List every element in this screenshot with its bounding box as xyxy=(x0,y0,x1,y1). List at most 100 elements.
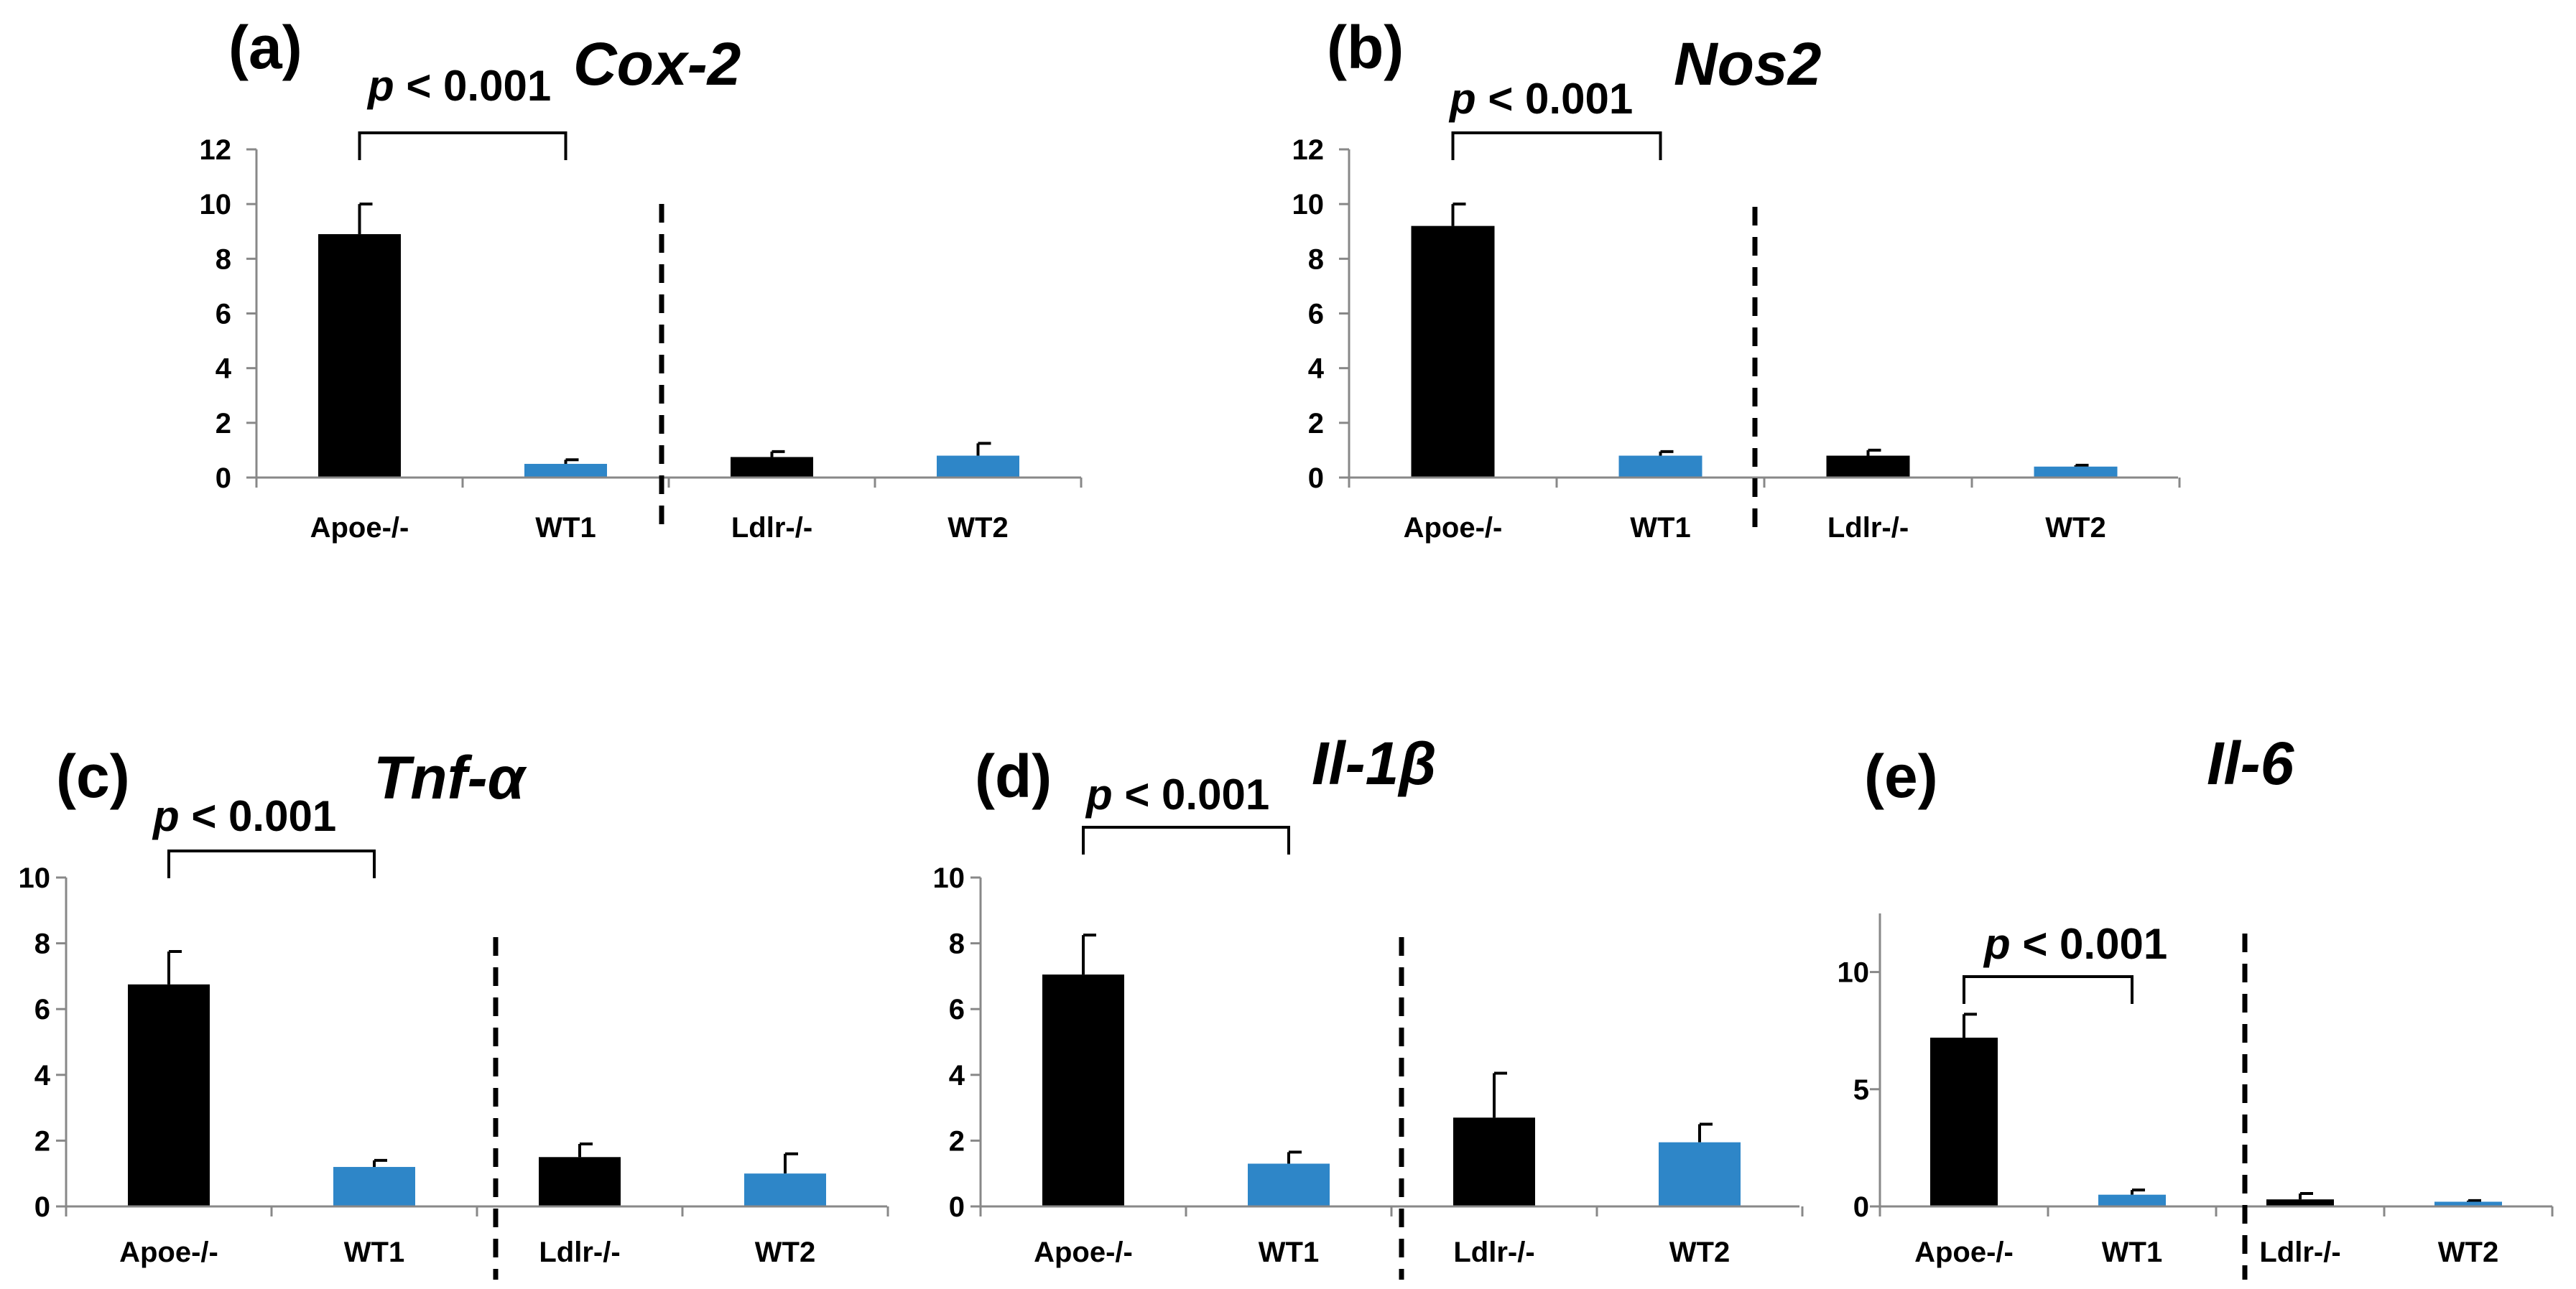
bar-wt2 xyxy=(2434,1201,2502,1206)
panel-label: (e) xyxy=(1864,743,1938,810)
x-category-label: Apoe-/- xyxy=(310,512,409,544)
significance-bracket xyxy=(1963,975,2133,1004)
p-value-symbol: p xyxy=(1983,920,2011,968)
panel-label: (a) xyxy=(228,14,302,81)
y-tick-label: 8 xyxy=(216,243,231,275)
bar-apoe xyxy=(128,984,210,1206)
bar-ldlr xyxy=(2266,1199,2334,1206)
p-value-text: < 0.001 xyxy=(180,792,337,840)
bar-wt1 xyxy=(333,1167,415,1206)
y-tick-label: 6 xyxy=(1308,299,1324,330)
p-value-symbol: p xyxy=(1448,75,1476,123)
chart-panel-c: (c) Tnf-α 0 2 4 6 8 10 Apoe-/- WT1 Ldlr-/- WT2 p < 0… xyxy=(19,743,889,1280)
chart-panel-b: (b) Nos2 0 2 4 6 8 10 12 Apoe-/- WT1 Ldlr-/- WT2 p < … xyxy=(1292,14,2181,544)
bar-wt1 xyxy=(1248,1163,1330,1206)
x-category-label: WT2 xyxy=(755,1237,815,1268)
x-category-label: WT1 xyxy=(535,512,596,544)
bar-apoe xyxy=(1042,974,1124,1206)
p-value-symbol: p xyxy=(1085,771,1113,819)
y-tick-label: 2 xyxy=(1308,408,1324,439)
p-value-text: < 0.001 xyxy=(2011,920,2168,968)
bar-ldlr xyxy=(1453,1117,1535,1206)
chart-title: Il-1β xyxy=(1312,730,1437,797)
y-tick-label: 12 xyxy=(1292,134,1325,166)
y-tick-label: 0 xyxy=(1308,462,1324,494)
y-tick-label: 10 xyxy=(200,189,232,220)
panel-label: (c) xyxy=(56,743,130,810)
y-tick-label: 6 xyxy=(949,994,965,1025)
y-tick-label: 10 xyxy=(19,862,51,894)
y-tick-label: 4 xyxy=(1308,353,1325,385)
significance-bracket xyxy=(167,850,376,878)
y-tick-label: 8 xyxy=(34,929,50,960)
p-value-label: p < 0.001 xyxy=(1448,75,1633,123)
x-category-label: Apoe-/- xyxy=(119,1237,218,1268)
y-tick-label: 4 xyxy=(949,1060,965,1092)
p-value-label: p < 0.001 xyxy=(152,792,336,840)
chart-title: Nos2 xyxy=(1674,30,1821,98)
y-tick-label: 0 xyxy=(1853,1191,1869,1223)
p-value-symbol: p xyxy=(152,792,180,840)
y-tick-label: 0 xyxy=(949,1191,965,1223)
chart-panel-d: (d) Il-1β 0 2 4 6 8 10 Apoe-/- WT1 Ldlr-/- WT2 p < 0… xyxy=(933,730,1804,1280)
y-tick-label: 2 xyxy=(34,1125,50,1157)
x-category-label: WT2 xyxy=(2045,512,2105,544)
x-category-label: Apoe-/- xyxy=(1404,512,1503,544)
x-category-label: Ldlr-/- xyxy=(539,1237,620,1268)
x-category-label: WT1 xyxy=(2102,1237,2162,1268)
bar-wt2 xyxy=(2034,466,2118,478)
bar-apoe xyxy=(1930,1037,1998,1206)
x-category-label: Apoe-/- xyxy=(1914,1237,2014,1268)
x-category-label: WT1 xyxy=(1259,1237,1319,1268)
x-category-label: WT2 xyxy=(2438,1237,2498,1268)
x-category-label: Ldlr-/- xyxy=(731,512,812,544)
p-value-label: p < 0.001 xyxy=(366,62,551,110)
x-category-label: WT1 xyxy=(1630,512,1690,544)
bar-wt2 xyxy=(1659,1142,1741,1206)
significance-bracket xyxy=(1451,131,1662,160)
y-tick-label: 8 xyxy=(1308,243,1324,275)
significance-bracket xyxy=(1082,826,1290,855)
x-category-label: WT1 xyxy=(344,1237,404,1268)
bar-wt1 xyxy=(524,463,607,478)
chart-panel-a: (a) Cox-2 0 2 4 6 8 10 12 Apoe-/- WT1 Ldlr-/- WT2 p <… xyxy=(200,14,1083,544)
bar-ldlr xyxy=(731,457,813,478)
panel-label: (b) xyxy=(1327,14,1404,81)
x-category-label: Ldlr-/- xyxy=(2259,1237,2340,1268)
x-category-label: Ldlr-/- xyxy=(1827,512,1909,544)
y-tick-label: 4 xyxy=(34,1060,51,1092)
y-tick-label: 2 xyxy=(216,408,231,439)
x-category-label: WT2 xyxy=(1669,1237,1730,1268)
x-category-label: Ldlr-/- xyxy=(1453,1237,1534,1268)
chart-title: Tnf-α xyxy=(374,744,527,811)
chart-title: Il-6 xyxy=(2207,730,2295,797)
bar-wt1 xyxy=(1618,455,1702,478)
chart-title: Cox-2 xyxy=(573,30,741,98)
y-tick-label: 2 xyxy=(949,1125,965,1157)
x-category-label: WT2 xyxy=(948,512,1008,544)
p-value-label: p < 0.001 xyxy=(1085,771,1269,819)
chart-panel-e: (e) Il-6 0 5 10 Apoe-/- WT1 Ldlr-/- WT2 p < 0.001 xyxy=(1838,730,2554,1280)
significance-bracket xyxy=(358,131,567,160)
y-tick-label: 5 xyxy=(1853,1074,1869,1106)
y-tick-label: 4 xyxy=(216,353,232,385)
y-tick-label: 10 xyxy=(1292,189,1325,220)
p-value-text: < 0.001 xyxy=(1113,771,1270,819)
y-tick-label: 8 xyxy=(949,929,965,960)
y-tick-label: 6 xyxy=(34,994,50,1025)
bar-wt2 xyxy=(937,455,1019,478)
y-tick-label: 10 xyxy=(933,862,965,894)
bar-wt2 xyxy=(744,1173,826,1206)
bar-ldlr xyxy=(539,1157,621,1206)
y-tick-label: 0 xyxy=(34,1191,50,1223)
y-tick-label: 12 xyxy=(200,134,232,166)
bar-ldlr xyxy=(1826,455,1910,478)
y-tick-label: 0 xyxy=(216,462,231,494)
panel-label: (d) xyxy=(975,743,1052,810)
y-tick-label: 6 xyxy=(216,299,231,330)
bar-apoe xyxy=(1411,225,1495,478)
y-tick-label: 10 xyxy=(1838,957,1870,989)
p-value-symbol: p xyxy=(366,62,394,110)
